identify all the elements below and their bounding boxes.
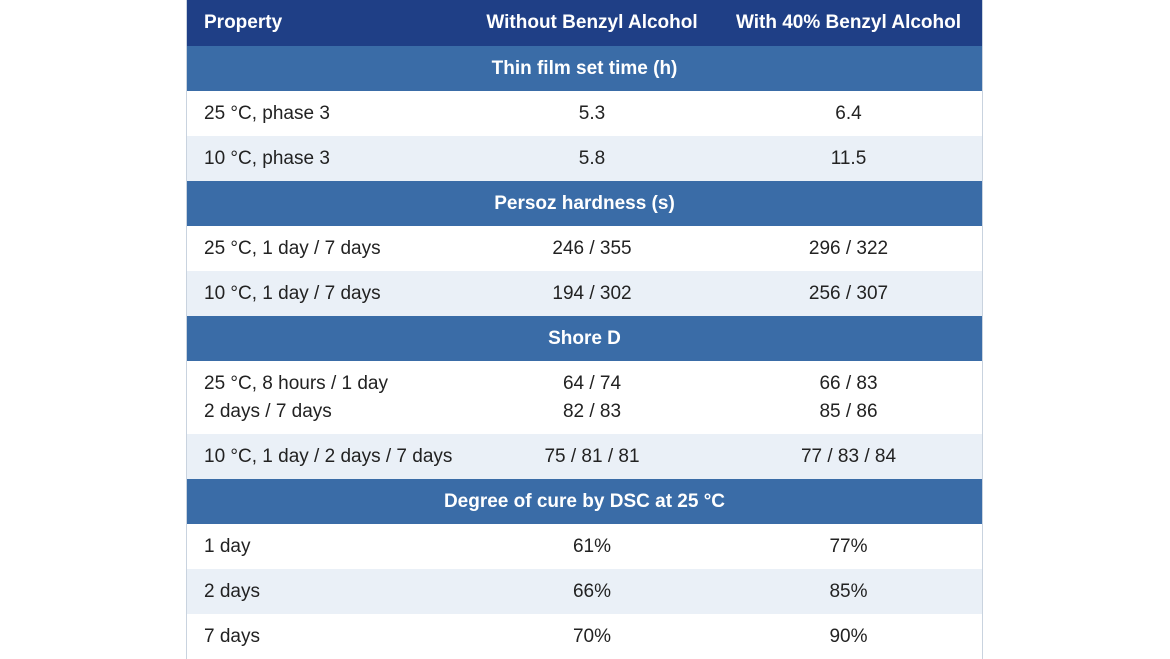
value-with: 6.4 <box>717 91 982 136</box>
row-label-text: 10 °C, 1 day / 7 days <box>204 282 381 304</box>
header-property: Property <box>187 0 467 46</box>
value-text: 11.5 <box>830 147 867 169</box>
row-label-text: 1 day <box>204 535 251 557</box>
row-label: 10 °C, 1 day / 7 days <box>187 271 467 316</box>
section-header: Shore D <box>187 316 982 361</box>
row-label-text: 10 °C, phase 3 <box>204 147 330 169</box>
row-label-text: 2 days / 7 days <box>204 400 332 422</box>
row-label: 2 days <box>187 569 467 614</box>
value-without: 5.8 <box>467 136 717 181</box>
value-text: 246 / 355 <box>552 237 632 259</box>
row-label: 1 day <box>187 524 467 569</box>
row-label-text: 25 °C, 8 hours / 1 day <box>204 372 388 394</box>
value-text: 77% <box>829 535 868 557</box>
value-without: 70% <box>467 614 717 659</box>
table-row: 25 °C, 1 day / 7 days 246 / 355 296 / 32… <box>187 226 982 271</box>
section-header: Thin film set time (h) <box>187 46 982 91</box>
value-with: 90% <box>717 614 982 659</box>
value-text: 82 / 83 <box>562 400 622 422</box>
value-without: 75 / 81 / 81 <box>467 434 717 479</box>
section-title: Degree of cure by DSC at 25 °C <box>443 490 726 512</box>
value-text: 85 / 86 <box>819 400 878 422</box>
value-text: 90% <box>829 625 868 647</box>
row-label: 25 °C, phase 3 <box>187 91 467 136</box>
value-text: 64 / 74 <box>562 372 622 394</box>
table-row: 10 °C, 1 day / 7 days 194 / 302 256 / 30… <box>187 271 982 316</box>
value-text: 296 / 322 <box>808 237 889 259</box>
row-label-text: 25 °C, phase 3 <box>204 102 330 124</box>
table-row: 7 days 70% 90% <box>187 614 982 659</box>
row-label: 10 °C, 1 day / 2 days / 7 days <box>187 434 467 479</box>
row-label-text: 25 °C, 1 day / 7 days <box>204 237 381 259</box>
value-text: 5.3 <box>578 102 606 124</box>
value-with: 85% <box>717 569 982 614</box>
row-label-text: 7 days <box>204 625 260 647</box>
row-label-text: 2 days <box>204 580 260 602</box>
value-text: 194 / 302 <box>552 282 632 304</box>
header-with: With 40% Benzyl Alcohol <box>717 0 982 46</box>
value-with: 77 / 83 / 84 <box>717 434 982 479</box>
row-label-text: 10 °C, 1 day / 2 days / 7 days <box>204 445 453 467</box>
table-row: 1 day 61% 77% <box>187 524 982 569</box>
value-without: 61% <box>467 524 717 569</box>
header-without: Without Benzyl Alcohol <box>467 0 717 46</box>
value-without: 5.3 <box>467 91 717 136</box>
value-without: 246 / 355 <box>467 226 717 271</box>
value-text: 66% <box>572 580 612 602</box>
table-row: 10 °C, 1 day / 2 days / 7 days 75 / 81 /… <box>187 434 982 479</box>
section-title: Persoz hardness (s) <box>494 192 675 214</box>
value-text: 70% <box>572 625 612 647</box>
section-title: Thin film set time (h) <box>491 57 678 79</box>
value-text: 75 / 81 / 81 <box>544 445 640 467</box>
value-without: 194 / 302 <box>467 271 717 316</box>
section-header: Degree of cure by DSC at 25 °C <box>187 479 982 524</box>
value-text: 66 / 83 <box>819 372 878 394</box>
value-text: 61% <box>572 535 612 557</box>
value-with: 11.5 <box>717 136 982 181</box>
value-text: 77 / 83 / 84 <box>800 445 897 467</box>
value-with: 296 / 322 <box>717 226 982 271</box>
header-without-label: Without Benzyl Alcohol <box>486 12 698 33</box>
table-row: 25 °C, phase 3 5.3 6.4 <box>187 91 982 136</box>
value-with: 256 / 307 <box>717 271 982 316</box>
section-title: Shore D <box>548 327 621 349</box>
value-with: 77% <box>717 524 982 569</box>
header-with-label: With 40% Benzyl Alcohol <box>735 12 962 33</box>
table-header: Property Without Benzyl Alcohol With 40%… <box>187 0 982 46</box>
table-row: 2 days 66% 85% <box>187 569 982 614</box>
value-text: 6.4 <box>835 102 862 124</box>
row-label: 25 °C, 1 day / 7 days <box>187 226 467 271</box>
value-text: 5.8 <box>578 147 606 169</box>
properties-table: Property Without Benzyl Alcohol With 40%… <box>186 0 983 659</box>
table-row: 25 °C, 8 hours / 1 day 2 days / 7 days 6… <box>187 361 982 434</box>
row-label: 7 days <box>187 614 467 659</box>
value-text: 256 / 307 <box>808 282 889 304</box>
row-label: 25 °C, 8 hours / 1 day 2 days / 7 days <box>187 361 467 434</box>
section-header: Persoz hardness (s) <box>187 181 982 226</box>
value-with: 66 / 83 85 / 86 <box>717 361 982 434</box>
value-without: 64 / 74 82 / 83 <box>467 361 717 434</box>
row-label: 10 °C, phase 3 <box>187 136 467 181</box>
header-property-label: Property <box>204 12 283 33</box>
value-text: 85% <box>829 580 868 602</box>
table-row: 10 °C, phase 3 5.8 11.5 <box>187 136 982 181</box>
value-without: 66% <box>467 569 717 614</box>
